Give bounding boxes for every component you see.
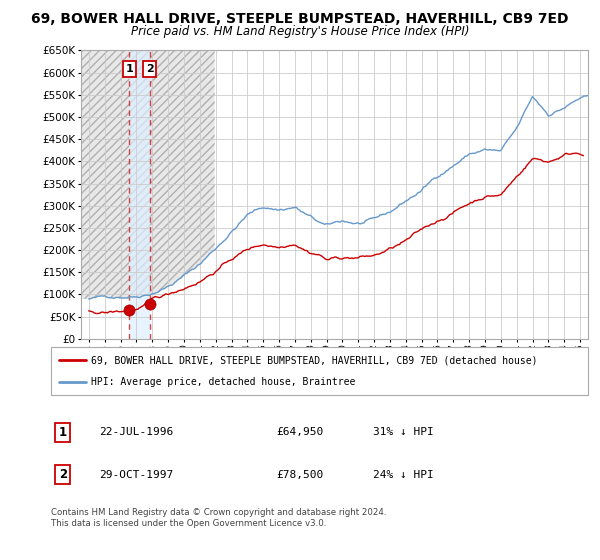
Polygon shape xyxy=(81,50,215,299)
Text: 69, BOWER HALL DRIVE, STEEPLE BUMPSTEAD, HAVERHILL, CB9 7ED: 69, BOWER HALL DRIVE, STEEPLE BUMPSTEAD,… xyxy=(31,12,569,26)
Text: 31% ↓ HPI: 31% ↓ HPI xyxy=(373,427,434,437)
Bar xyxy=(130,50,149,339)
Text: 22-JUL-1996: 22-JUL-1996 xyxy=(100,427,173,437)
Text: 69, BOWER HALL DRIVE, STEEPLE BUMPSTEAD, HAVERHILL, CB9 7ED (detached house): 69, BOWER HALL DRIVE, STEEPLE BUMPSTEAD,… xyxy=(91,355,538,365)
Text: 1: 1 xyxy=(59,426,67,439)
Text: 2: 2 xyxy=(59,468,67,481)
Text: 1: 1 xyxy=(125,64,133,74)
Text: Contains HM Land Registry data © Crown copyright and database right 2024.
This d: Contains HM Land Registry data © Crown c… xyxy=(51,508,386,528)
Text: HPI: Average price, detached house, Braintree: HPI: Average price, detached house, Brai… xyxy=(91,377,356,387)
Text: £64,950: £64,950 xyxy=(277,427,324,437)
Text: 29-OCT-1997: 29-OCT-1997 xyxy=(100,470,173,479)
Text: £78,500: £78,500 xyxy=(277,470,324,479)
Text: 24% ↓ HPI: 24% ↓ HPI xyxy=(373,470,434,479)
Text: Price paid vs. HM Land Registry's House Price Index (HPI): Price paid vs. HM Land Registry's House … xyxy=(131,25,469,38)
Text: 2: 2 xyxy=(146,64,154,74)
